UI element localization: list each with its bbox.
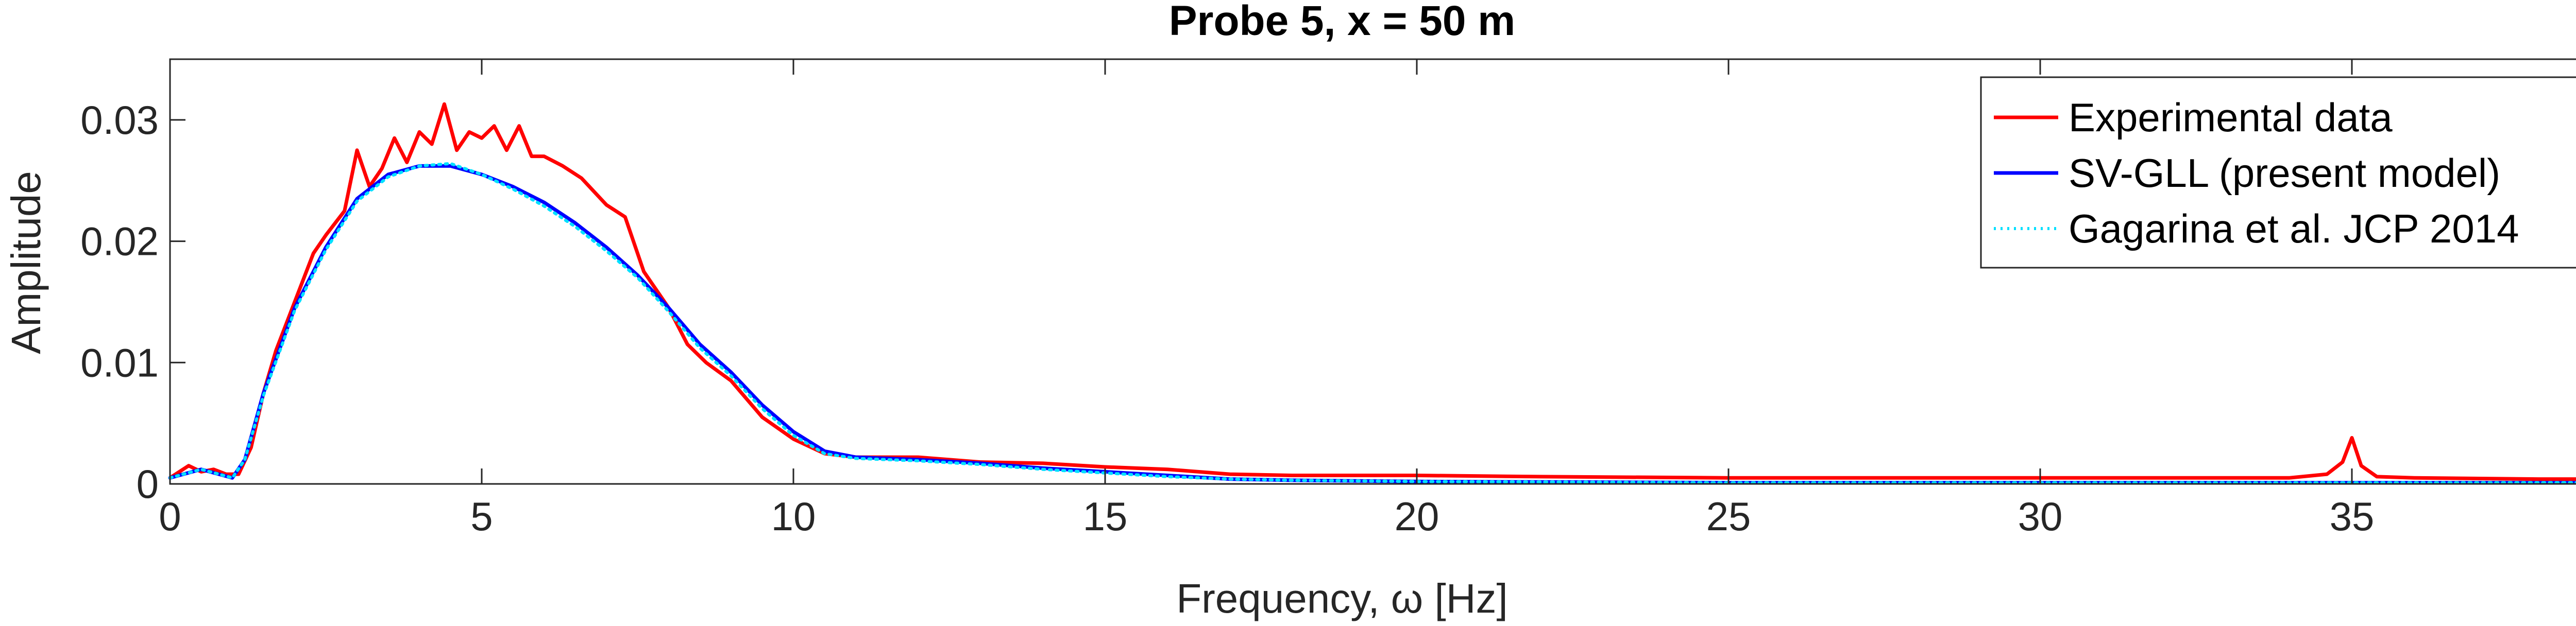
- x-tick-label: 30: [2018, 494, 2063, 539]
- series-layer: [168, 102, 2576, 485]
- series-line-1: [168, 102, 2576, 481]
- legend-label-3: Gagarina et al. JCP 2014: [2069, 206, 2519, 251]
- series-line-3: [168, 162, 2576, 484]
- y-tick-label: 0: [137, 461, 159, 507]
- legend: Experimental data SV-GLL (present model) G…: [1980, 76, 2576, 269]
- x-tick-label: 20: [1395, 494, 1439, 539]
- x-tick-label: 35: [2330, 494, 2375, 539]
- chart-title: Probe 5, x = 50 m: [1169, 0, 1515, 44]
- legend-label-2: SV-GLL (present model): [2069, 150, 2500, 196]
- y-tick-label: 0.02: [80, 219, 159, 264]
- y-tick-label: 0.01: [80, 340, 159, 385]
- y-axis-label: Amplitude: [3, 171, 49, 354]
- x-tick-label: 5: [470, 494, 493, 539]
- y-tick-label: 0.03: [80, 97, 159, 143]
- x-axis-label: Frequency, ω [Hz]: [1176, 576, 1507, 621]
- x-tick-label: 15: [1083, 494, 1128, 539]
- legend-label-1: Experimental data: [2069, 95, 2393, 140]
- x-tick-label: 0: [159, 494, 181, 539]
- legend-box: [1980, 76, 2576, 269]
- x-tick-label: 25: [1706, 494, 1751, 539]
- x-axis-ticks: 0510152025303540: [159, 59, 2375, 539]
- y-axis-ticks: 0 0.01 0.02 0.03: [80, 97, 185, 507]
- x-tick-label: 10: [771, 494, 816, 539]
